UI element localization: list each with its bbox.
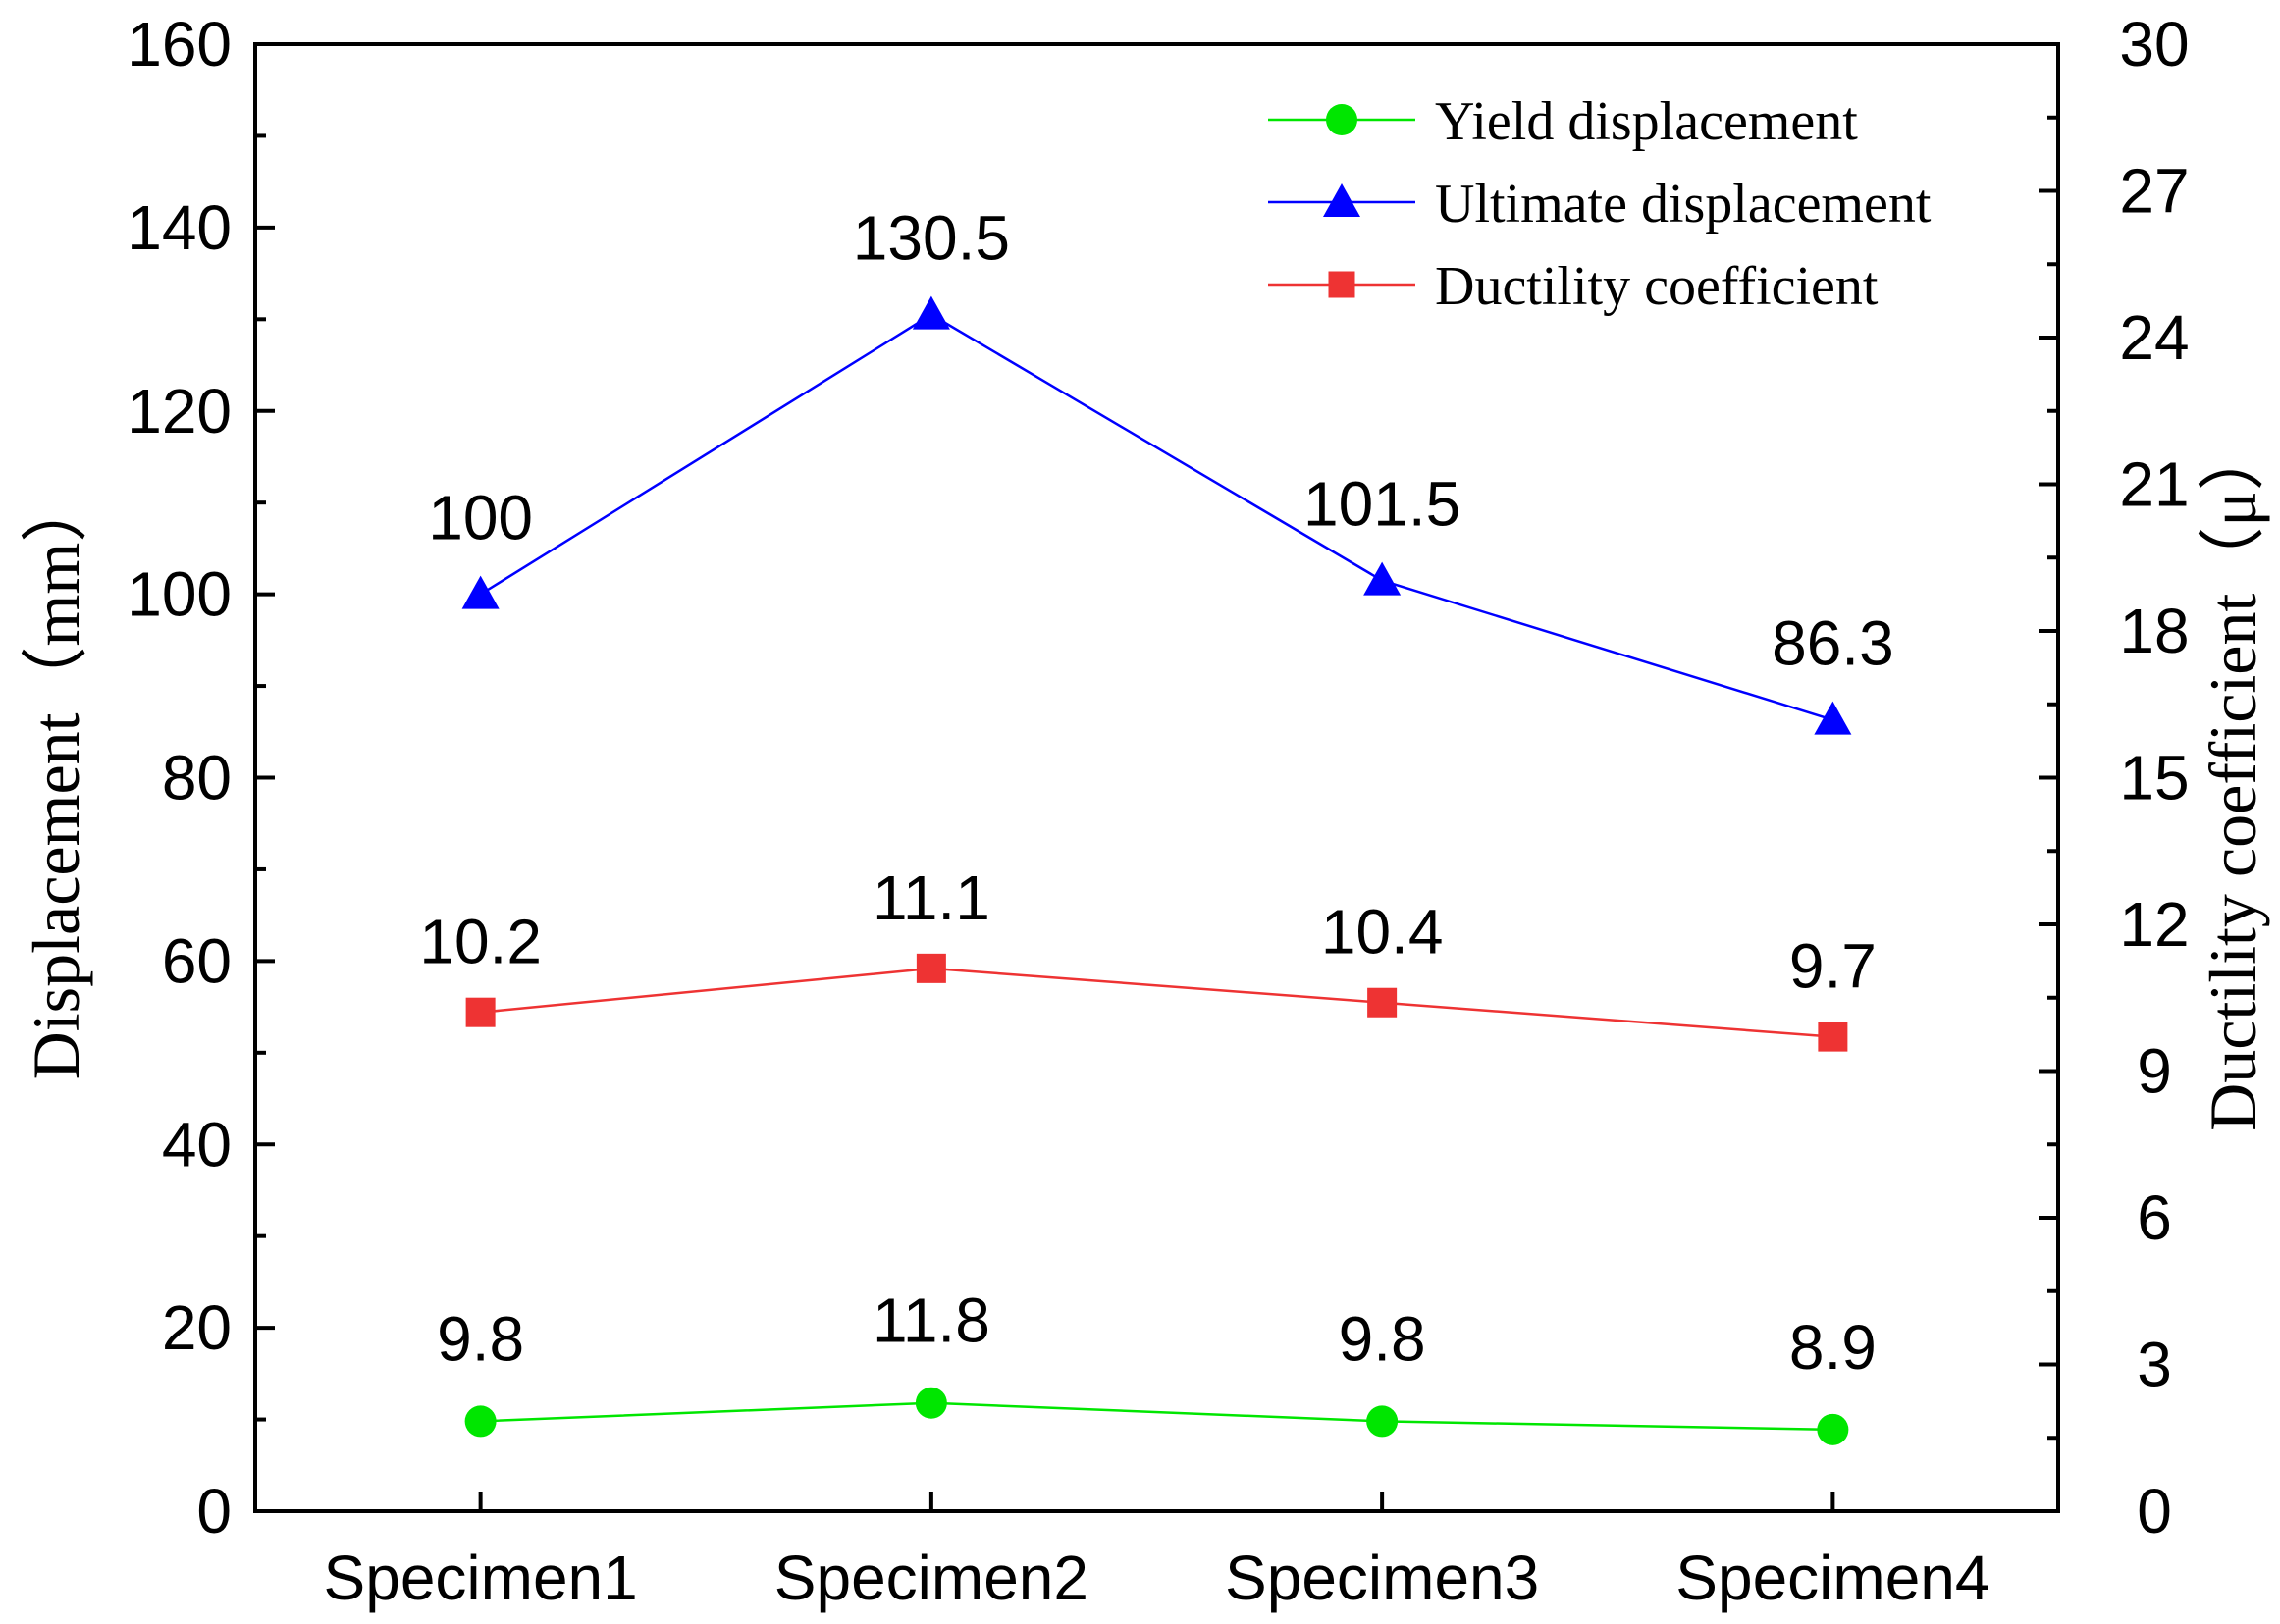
- legend-marker-0: [1326, 104, 1357, 135]
- series-0-point-2: [1366, 1405, 1399, 1438]
- series-1-point-1: [912, 295, 950, 330]
- data-label-series-2-point-0: 10.2: [419, 907, 542, 977]
- right-tick-label: 0: [2137, 1476, 2172, 1546]
- right-tick-label: 12: [2119, 889, 2189, 960]
- series-0-point-0: [464, 1405, 497, 1438]
- x-tick-label: Specimen4: [1675, 1543, 1989, 1613]
- right-axis-title: Ductility coefficient（μ）: [2196, 424, 2270, 1131]
- left-tick-label: 40: [162, 1109, 232, 1179]
- x-tick-label: Specimen1: [324, 1543, 638, 1613]
- data-label-series-1-point-3: 86.3: [1772, 608, 1894, 679]
- series-0-point-1: [915, 1387, 947, 1419]
- data-label-series-2-point-3: 9.7: [1789, 931, 1877, 1002]
- right-tick-label: 9: [2137, 1036, 2172, 1107]
- series-line-1: [479, 313, 1833, 721]
- left-axis-title: Displacement（mm）: [19, 476, 93, 1080]
- left-tick-label: 20: [162, 1292, 232, 1363]
- right-tick-label: 15: [2119, 743, 2189, 813]
- right-tick-label: 21: [2119, 449, 2189, 520]
- legend-marker-1: [1323, 183, 1360, 217]
- series-2-point-0: [465, 997, 496, 1027]
- data-label-series-1-point-2: 101.5: [1303, 469, 1460, 540]
- left-tick-label: 120: [127, 376, 232, 446]
- legend-label-1: Ultimate displacement: [1435, 174, 1932, 235]
- left-tick-label: 160: [127, 9, 232, 79]
- series-1-point-3: [1814, 701, 1852, 735]
- right-tick-label: 30: [2119, 9, 2189, 79]
- right-tick-label: 24: [2119, 302, 2189, 373]
- data-label-series-2-point-2: 10.4: [1321, 897, 1444, 968]
- legend-label-0: Yield displacement: [1435, 91, 1858, 152]
- series-2-point-1: [916, 953, 946, 983]
- legend-label-2: Ductility coefficient: [1435, 256, 1879, 317]
- series-line-2: [480, 967, 1833, 1038]
- data-label-series-0-point-3: 8.9: [1789, 1312, 1877, 1383]
- series-2-point-2: [1367, 987, 1398, 1018]
- x-tick-label: Specimen2: [774, 1543, 1088, 1613]
- data-label-series-0-point-1: 11.8: [873, 1285, 990, 1356]
- data-label-series-0-point-2: 9.8: [1339, 1303, 1426, 1374]
- data-label-series-0-point-0: 9.8: [437, 1303, 524, 1374]
- data-label-series-1-point-0: 100: [428, 483, 533, 553]
- right-tick-label: 6: [2137, 1182, 2172, 1253]
- series-1-point-2: [1363, 561, 1402, 596]
- data-label-series-2-point-1: 11.1: [873, 863, 990, 933]
- right-tick-label: 27: [2119, 156, 2189, 227]
- x-tick-label: Specimen3: [1225, 1543, 1539, 1613]
- right-tick-label: 18: [2119, 596, 2189, 666]
- series-line-0: [480, 1401, 1833, 1432]
- left-tick-label: 60: [162, 925, 232, 996]
- legend-marker-2: [1328, 271, 1355, 298]
- series-0-point-3: [1817, 1413, 1849, 1445]
- right-tick-label: 3: [2137, 1330, 2172, 1400]
- data-labels: 9.8 11.8 9.8 8.9 100 130.5 101.5 86.3 10.2 11.1 10…: [419, 203, 1893, 1383]
- series-2-point-3: [1818, 1022, 1848, 1052]
- legend: Yield displacement Ultimate displacement D…: [1268, 91, 1932, 317]
- axes: 0 20 40 60 80 100 120 140 160 0 3 6 9 12 15 18 21 24 27 30 S…: [19, 9, 2270, 1613]
- left-tick-label: 80: [162, 743, 232, 813]
- series-1-point-0: [461, 575, 500, 609]
- left-tick-label: 100: [127, 559, 232, 630]
- series-layer: [461, 295, 1852, 1445]
- left-tick-label: 0: [196, 1476, 232, 1546]
- data-label-series-1-point-1: 130.5: [853, 203, 1010, 274]
- left-tick-label: 140: [127, 192, 232, 263]
